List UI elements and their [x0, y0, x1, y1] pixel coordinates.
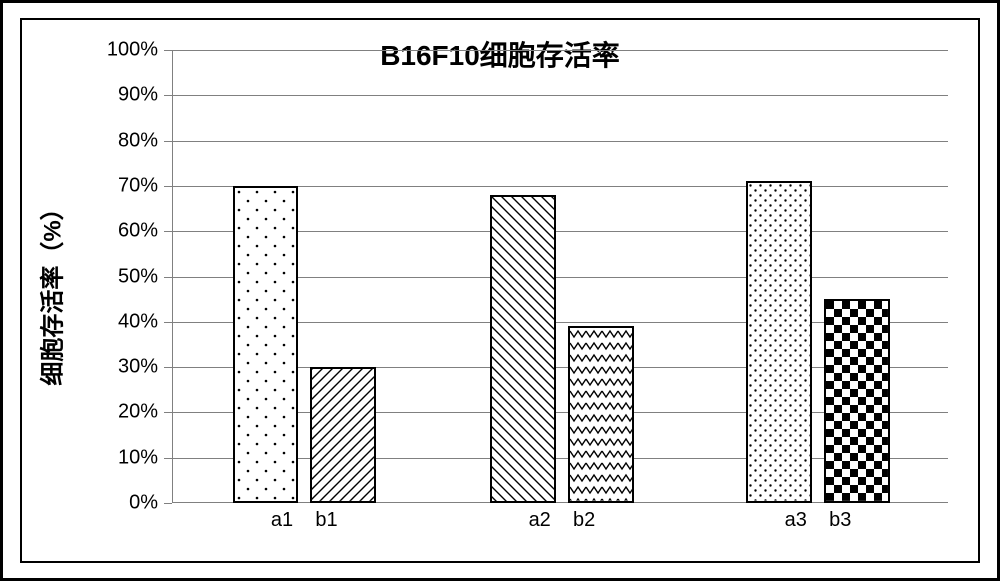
- chart-outer-frame: B16F10细胞存活率 细胞存活率（%） 0%10%20%30%40%50%60…: [0, 0, 1000, 581]
- gridline: [172, 141, 948, 142]
- x-tick-label: b3: [829, 509, 851, 531]
- x-tick-label-group: a1 b1: [233, 509, 377, 532]
- y-tick-label: 50%: [118, 265, 158, 288]
- gridline: [172, 50, 948, 51]
- x-tick-label: b1: [315, 509, 337, 531]
- y-tick-label: 60%: [118, 220, 158, 243]
- chart-inner-frame: B16F10细胞存活率 细胞存活率（%） 0%10%20%30%40%50%60…: [20, 18, 980, 563]
- y-tick-label: 80%: [118, 129, 158, 152]
- bar: [746, 181, 812, 503]
- bar: [310, 367, 376, 503]
- bar: [568, 326, 634, 503]
- x-tick-label: a1: [271, 509, 293, 531]
- y-tick: [164, 458, 172, 459]
- y-tick: [164, 50, 172, 51]
- y-tick: [164, 367, 172, 368]
- y-tick-label: 30%: [118, 356, 158, 379]
- y-tick-label: 90%: [118, 84, 158, 107]
- y-tick: [164, 95, 172, 96]
- x-tick-label: a2: [529, 509, 551, 531]
- y-tick: [164, 231, 172, 232]
- y-tick: [164, 141, 172, 142]
- x-tick-label: a3: [785, 509, 807, 531]
- y-tick: [164, 277, 172, 278]
- y-tick-label: 20%: [118, 401, 158, 424]
- y-tick-label: 40%: [118, 310, 158, 333]
- gridline: [172, 95, 948, 96]
- x-tick-label: b2: [573, 509, 595, 531]
- bar: [490, 195, 556, 503]
- y-tick: [164, 412, 172, 413]
- plot-area: 0%10%20%30%40%50%60%70%80%90%100%a1 b1a2…: [172, 50, 948, 503]
- y-tick: [164, 322, 172, 323]
- bar: [824, 299, 890, 503]
- x-tick-label-group: a3 b3: [746, 509, 890, 532]
- y-tick-label: 100%: [107, 39, 158, 62]
- y-tick: [164, 503, 172, 504]
- y-tick: [164, 186, 172, 187]
- x-tick-label-group: a2 b2: [490, 509, 634, 532]
- y-tick-label: 10%: [118, 446, 158, 469]
- y-tick-label: 70%: [118, 174, 158, 197]
- y-tick-label: 0%: [129, 492, 158, 515]
- bar: [233, 186, 299, 503]
- y-axis-label: 细胞存活率（%）: [33, 196, 68, 385]
